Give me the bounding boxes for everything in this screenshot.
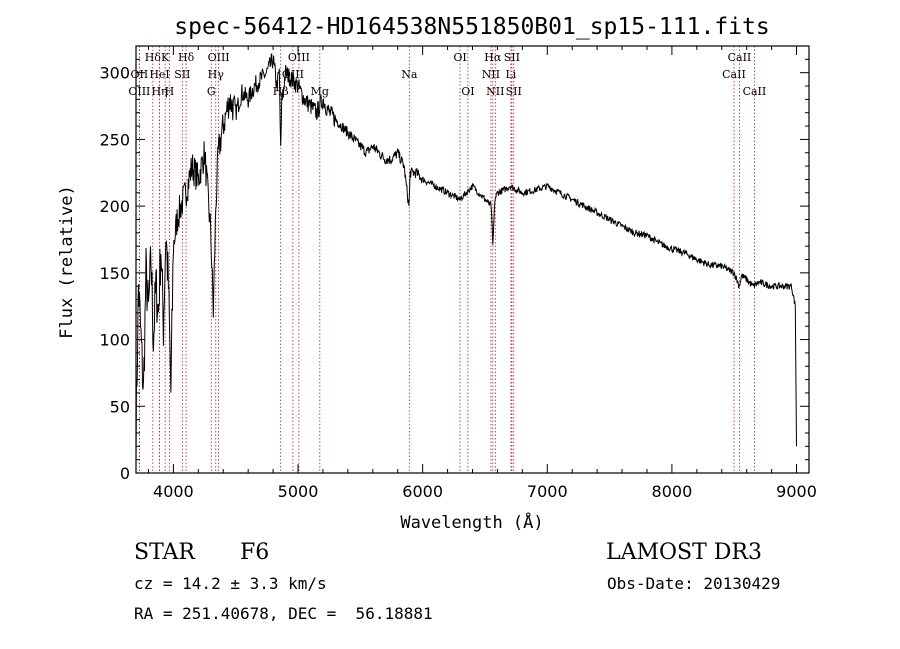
x-axis-label: Wavelength (Å): [400, 511, 543, 533]
line-label-25: CaII: [728, 51, 752, 64]
y-tick-label-2: 100: [99, 331, 130, 350]
x-axis: 4000 5000 6000 7000 8000 9000: [147, 46, 817, 501]
line-label-14: Hβ: [273, 85, 289, 98]
line-label-4: HeI: [149, 68, 169, 81]
spectrum-series: [135, 53, 797, 463]
x-tick-label-0: 4000: [153, 482, 194, 501]
line-label-21: NII: [482, 68, 500, 81]
line-label-0: Hδ: [145, 51, 162, 64]
x-tick-label-4: 8000: [652, 482, 693, 501]
coordinates-text: RA = 251.40678, DEC = 56.18881: [134, 604, 433, 623]
line-label-9: OIII: [208, 51, 230, 64]
line-label-3: K: [161, 51, 170, 64]
line-label-16: Na: [401, 68, 418, 81]
y-axis-label: Flux (relative): [57, 185, 77, 339]
line-label-2: OIII: [128, 85, 150, 98]
y-axis: 0 50 100 150 200 250 300: [99, 58, 809, 483]
object-class: STAR: [134, 540, 195, 565]
line-label-13: OIII: [282, 68, 304, 81]
subclass: F6: [240, 540, 270, 565]
x-tick-label-5: 9000: [776, 482, 817, 501]
x-tick-label-1: 5000: [278, 482, 319, 501]
line-label-6: Hδ: [178, 51, 195, 64]
x-tick-label-3: 7000: [527, 482, 568, 501]
survey-name: LAMOST DR3: [606, 540, 762, 565]
y-tick-label-3: 150: [99, 264, 130, 283]
y-tick-label-1: 50: [110, 397, 130, 416]
line-markers: [138, 46, 755, 473]
line-label-8: H: [165, 85, 175, 98]
line-label-18: OI: [461, 85, 474, 98]
line-label-20: SII: [504, 51, 520, 64]
x-tick-label-2: 6000: [402, 482, 443, 501]
line-label-5: Hη: [151, 85, 167, 98]
line-label-24: SII: [506, 85, 522, 98]
line-label-7: SII: [174, 68, 190, 81]
y-tick-label-4: 200: [99, 197, 130, 216]
line-label-12: OIII: [288, 51, 310, 64]
line-label-26: CaII: [722, 68, 746, 81]
line-label-23: NII: [486, 85, 504, 98]
line-label-10: Hγ: [208, 68, 225, 81]
line-label-11: G: [207, 85, 216, 98]
line-label-27: CaII: [743, 85, 767, 98]
y-tick-label-0: 0: [120, 464, 130, 483]
line-label-19: Hα: [484, 51, 502, 64]
chart-title: spec-56412-HD164538N551850B01_sp15-111.f…: [174, 14, 769, 40]
line-label-17: OI: [453, 51, 466, 64]
spectrum-line-0: [135, 53, 797, 463]
line-label-15: Mg: [311, 85, 329, 98]
line-marker-labels: Hδ OII OIII K HeI Hη Hδ SII H OIII Hγ G OIII OIII Hβ Mg…: [128, 51, 766, 98]
y-tick-label-6: 300: [99, 64, 130, 83]
redshift-text: cz = 14.2 ± 3.3 km/s: [134, 574, 327, 593]
line-label-22: Li: [505, 68, 516, 81]
line-label-1: OII: [131, 68, 149, 81]
y-tick-label-5: 250: [99, 130, 130, 149]
obs-date-text: Obs-Date: 20130429: [607, 574, 781, 593]
